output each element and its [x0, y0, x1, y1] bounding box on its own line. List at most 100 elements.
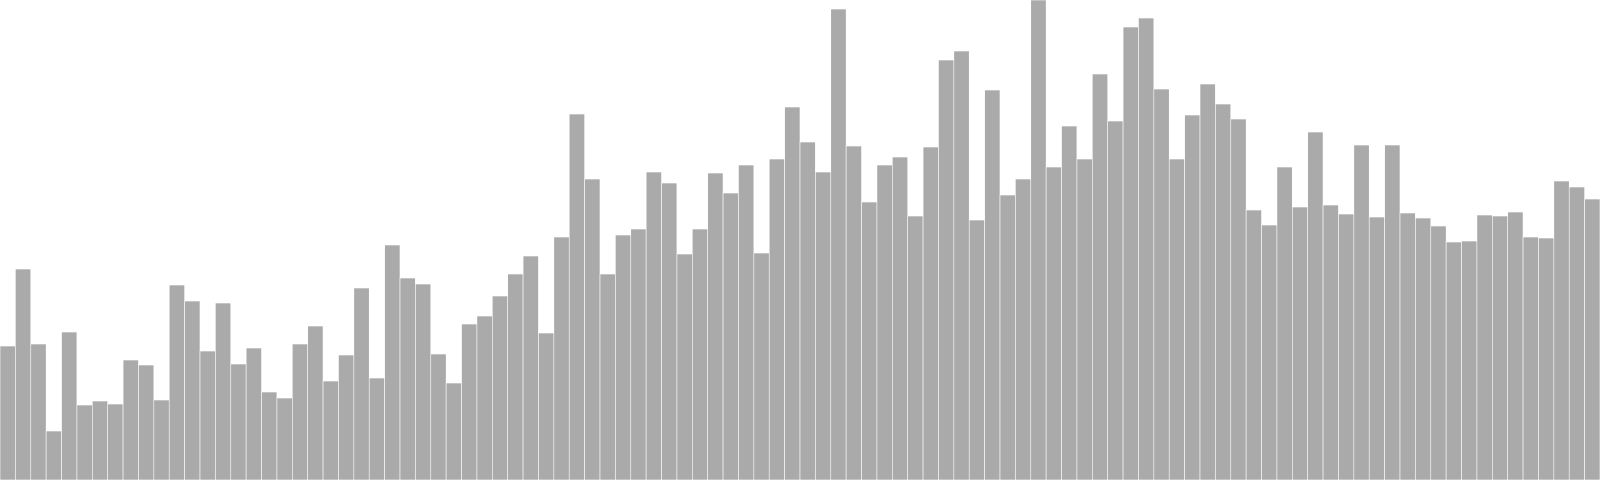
bar: [1168, 158, 1185, 480]
bar: [599, 273, 616, 480]
bar: [122, 359, 139, 480]
bar: [984, 89, 1001, 480]
bar: [384, 244, 401, 480]
bar: [1307, 131, 1324, 480]
bar: [1522, 236, 1539, 480]
bar: [1492, 215, 1508, 480]
bar: [61, 331, 78, 480]
bar: [445, 382, 462, 480]
bar: [676, 253, 693, 480]
bar: [1107, 120, 1124, 480]
bar: [768, 158, 785, 480]
bar: [1076, 158, 1093, 480]
bar: [353, 287, 370, 480]
bar: [1368, 216, 1385, 480]
bar: [845, 145, 862, 480]
bar: [107, 403, 124, 480]
bar: [1461, 240, 1478, 480]
bar: [615, 234, 632, 480]
bar: [492, 295, 508, 480]
bar: [1584, 198, 1600, 480]
bar: [1507, 211, 1524, 480]
bar: [0, 345, 16, 480]
bar: [1553, 180, 1570, 480]
bar: [368, 377, 385, 480]
bar: [584, 178, 601, 480]
bar: [1430, 225, 1447, 480]
bar: [1153, 88, 1170, 480]
bar: [1338, 213, 1355, 480]
bar: [968, 219, 985, 480]
bar: [1138, 17, 1155, 480]
bar: [1230, 118, 1247, 480]
bar: [938, 59, 955, 480]
bar: [876, 164, 893, 480]
bar: [415, 283, 432, 480]
bar: [799, 141, 816, 480]
bar: [553, 236, 570, 480]
bar: [907, 215, 924, 480]
bar: [1568, 186, 1585, 480]
bar: [399, 277, 416, 480]
bar: [861, 201, 878, 480]
bar: [45, 430, 62, 480]
bar: [953, 50, 970, 480]
bar: [292, 343, 308, 480]
bar: [507, 273, 524, 480]
bar: [276, 397, 293, 480]
bar: [307, 325, 324, 480]
bar: [1092, 73, 1108, 480]
bar: [1261, 224, 1278, 480]
bar: [153, 399, 170, 480]
bar: [1415, 217, 1432, 480]
bar: [1276, 166, 1293, 480]
bar: [753, 252, 770, 480]
bar: [338, 354, 355, 480]
bar: [1015, 178, 1032, 480]
bar: [15, 268, 32, 480]
bar: [322, 380, 339, 480]
bar: [830, 8, 847, 480]
bar: [1122, 26, 1139, 480]
bar: [476, 315, 493, 480]
bar: [92, 400, 108, 480]
bar: [199, 350, 216, 480]
bar: [784, 106, 801, 480]
bar: [892, 156, 908, 480]
bar: [245, 347, 262, 480]
bar: [645, 171, 662, 480]
bar: [999, 194, 1016, 480]
bar: [722, 192, 739, 480]
bar: [1445, 241, 1462, 480]
bar: [738, 164, 755, 480]
bar: [230, 363, 247, 480]
bar: [1384, 144, 1401, 480]
bar: [76, 404, 93, 480]
bar: [215, 302, 232, 480]
bar: [461, 323, 478, 480]
bar: [630, 228, 647, 480]
bar: [1061, 125, 1078, 480]
bar: [1215, 103, 1232, 480]
bar: [1045, 166, 1062, 480]
bar: [30, 343, 47, 480]
bar: [692, 228, 708, 480]
bar: [1476, 214, 1493, 480]
bar: [1184, 114, 1201, 480]
bar: [184, 300, 201, 480]
bar: [1199, 83, 1216, 480]
bar: [1353, 144, 1370, 480]
bar: [707, 172, 724, 480]
bar: [261, 391, 278, 480]
bar: [430, 353, 447, 480]
bar: [1322, 204, 1339, 480]
bar: [568, 113, 585, 480]
bar: [1399, 212, 1416, 480]
bar: [522, 255, 539, 480]
bar: [1538, 237, 1555, 480]
bar: [815, 171, 832, 480]
bar: [168, 284, 185, 480]
bar: [661, 182, 678, 480]
